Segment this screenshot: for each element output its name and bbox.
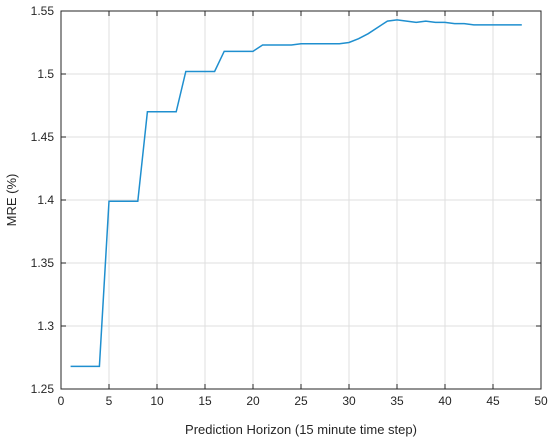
y-tick-labels: 1.25 1.3 1.35 1.4 1.45 1.5 1.55 — [31, 4, 55, 396]
grid-lines — [60, 10, 542, 390]
tick-marks — [60, 10, 542, 390]
x-tick-label: 10 — [150, 394, 164, 408]
x-tick-labels: 0 5 10 15 20 25 30 35 40 45 50 — [58, 394, 548, 408]
y-tick-label: 1.45 — [31, 130, 55, 144]
x-axis-label: Prediction Horizon (15 minute time step) — [185, 422, 417, 437]
y-tick-label: 1.25 — [31, 382, 55, 396]
x-tick-label: 15 — [198, 394, 212, 408]
y-tick-label: 1.55 — [31, 4, 55, 18]
x-tick-label: 40 — [438, 394, 452, 408]
y-tick-label: 1.3 — [37, 319, 54, 333]
x-tick-label: 50 — [534, 394, 548, 408]
y-tick-label: 1.5 — [37, 67, 54, 81]
x-tick-label: 35 — [390, 394, 404, 408]
y-tick-label: 1.35 — [31, 256, 55, 270]
series-line — [70, 19, 522, 368]
x-tick-label: 0 — [58, 394, 65, 408]
x-tick-label: 30 — [342, 394, 356, 408]
x-tick-label: 5 — [106, 394, 113, 408]
x-tick-label: 45 — [486, 394, 500, 408]
x-tick-label: 25 — [294, 394, 308, 408]
x-tick-label: 20 — [246, 394, 260, 408]
y-tick-label: 1.4 — [37, 193, 54, 207]
y-axis-label: MRE (%) — [4, 174, 19, 227]
